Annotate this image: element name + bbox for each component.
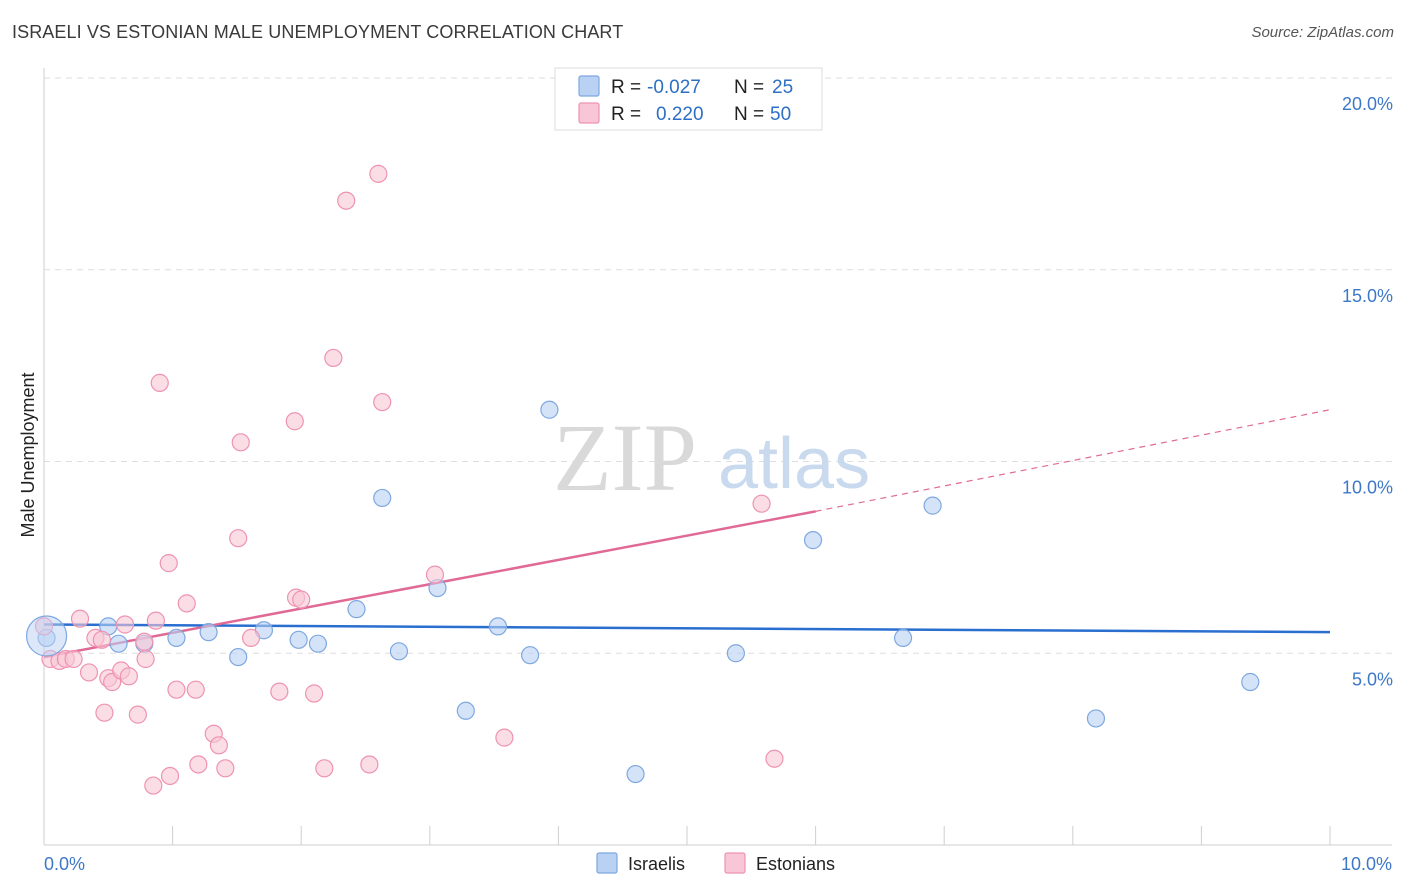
gridlines [44, 77, 1392, 654]
point-israelis [1241, 672, 1260, 692]
bottom-legend-label-israelis: Israelis [628, 854, 685, 874]
point-estonians [360, 755, 379, 774]
point-israelis [167, 628, 186, 648]
point-estonians [495, 728, 514, 747]
legend-n-label-israelis: N = [734, 77, 764, 98]
point-estonians [186, 680, 205, 699]
point-estonians [209, 736, 228, 755]
point-estonians [95, 703, 114, 722]
legend-r-value-estonians: 0.220 [656, 104, 704, 125]
legend-r-label-israelis: R = [611, 77, 641, 98]
point-israelis [893, 628, 913, 648]
y-tick-label: 20.0% [1342, 94, 1393, 114]
point-estonians [79, 663, 99, 682]
point-estonians [752, 494, 771, 513]
point-estonians [337, 191, 356, 210]
legend-box: R = -0.027 N = 25 R = 0.220 N = 50 [554, 67, 823, 131]
point-estonians [64, 649, 83, 669]
point-estonians [270, 682, 289, 701]
point-estonians [159, 554, 178, 573]
bottom-legend: Israelis Estonians [596, 852, 835, 874]
chart-title: ISRAELI VS ESTONIAN MALE UNEMPLOYMENT CO… [12, 22, 624, 42]
y-axis-label: Male Unemployment [18, 372, 38, 537]
point-estonians [167, 680, 186, 699]
point-estonians [425, 565, 445, 584]
point-estonians [229, 529, 248, 548]
point-israelis [626, 764, 645, 784]
point-estonians [119, 667, 138, 686]
point-israelis [199, 623, 218, 642]
point-estonians [70, 609, 90, 628]
point-estonians [136, 649, 155, 669]
bottom-legend-swatch-estonians [724, 852, 746, 874]
point-estonians [160, 766, 180, 786]
legend-n-label-estonians: N = [734, 104, 764, 125]
point-israelis [229, 647, 248, 667]
point-estonians [231, 433, 250, 452]
point-estonians [241, 628, 261, 648]
legend-swatch-estonians [578, 102, 600, 124]
x-tick-label: 0.0% [44, 854, 85, 874]
point-israelis [540, 400, 559, 419]
point-israelis [726, 644, 745, 663]
point-estonians [144, 776, 163, 795]
y-tick-label: 5.0% [1352, 669, 1393, 689]
point-israelis [308, 634, 328, 653]
watermark-atlas: atlas [718, 424, 870, 504]
data-points [25, 164, 1260, 795]
point-israelis [521, 646, 540, 665]
point-estonians [150, 373, 169, 392]
legend-n-value-israelis: 25 [772, 77, 793, 98]
point-estonians [324, 348, 343, 368]
x-tick-label: 10.0% [1341, 854, 1392, 874]
point-israelis [1086, 709, 1106, 728]
bottom-legend-swatch-israelis [596, 852, 618, 874]
point-israelis [289, 630, 308, 649]
legend-swatch-israelis [578, 75, 600, 97]
point-estonians [189, 755, 208, 774]
axes: 5.0% 10.0% 15.0% 20.0% 0.0% 10.0% [43, 68, 1393, 874]
watermark: ZIP atlas [553, 404, 870, 511]
point-estonians [216, 759, 235, 778]
legend-n-value-estonians: 50 [770, 104, 791, 125]
point-estonians [292, 590, 311, 609]
point-estonians [115, 615, 135, 634]
y-tick-label: 10.0% [1342, 478, 1393, 498]
point-israelis [803, 531, 823, 550]
point-estonians [146, 611, 165, 630]
legend-r-label-estonians: R = [611, 104, 641, 125]
point-estonians [369, 164, 388, 183]
legend-r-value-israelis: -0.027 [647, 77, 701, 98]
point-estonians [285, 412, 304, 431]
point-israelis-large [25, 615, 68, 657]
point-israelis [347, 600, 366, 619]
point-estonians [373, 392, 392, 412]
bottom-legend-label-estonians: Estonians [756, 854, 835, 874]
trend-line-israelis [43, 623, 1331, 634]
point-israelis [456, 701, 475, 720]
point-estonians [765, 749, 784, 768]
chart-source: Source: ZipAtlas.com [1251, 24, 1394, 41]
trend-line-dashed-estonians [815, 409, 1331, 512]
point-israelis [109, 634, 128, 653]
watermark-zip: ZIP [553, 404, 697, 511]
point-israelis [389, 642, 409, 661]
point-estonians [135, 632, 154, 651]
point-estonians [177, 594, 196, 613]
point-israelis [923, 496, 942, 515]
point-estonians [304, 684, 324, 703]
point-estonians [128, 705, 147, 724]
y-tick-label: 15.0% [1342, 286, 1393, 306]
point-estonians [315, 759, 334, 778]
point-israelis [373, 488, 392, 508]
point-israelis [488, 617, 508, 636]
point-estonians [92, 630, 111, 649]
